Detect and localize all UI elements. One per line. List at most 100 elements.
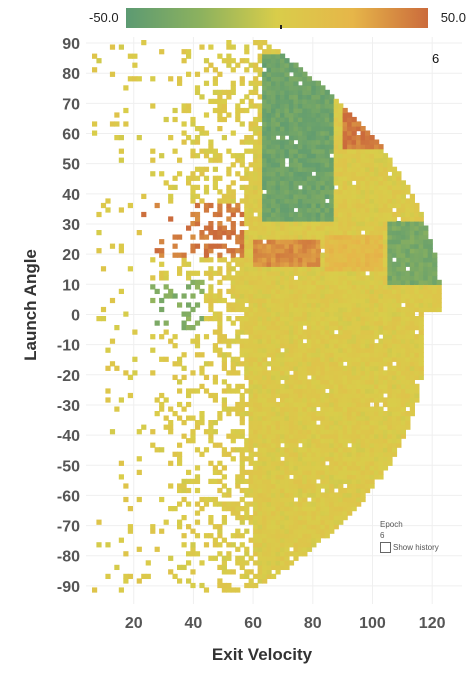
heatmap-cell [324, 266, 330, 272]
heatmap-cell [150, 442, 156, 448]
heatmap-cell [356, 198, 362, 204]
heatmap-cell [230, 180, 236, 186]
heatmap-cell [253, 365, 259, 371]
heatmap-cell [329, 519, 335, 525]
heatmap-cell [418, 225, 424, 231]
heatmap-cell [105, 388, 111, 394]
heatmap-cell [288, 347, 295, 353]
heatmap-cell [333, 135, 339, 141]
heatmap-cell [320, 221, 326, 227]
heatmap-cell [369, 442, 375, 448]
heatmap-cell [297, 401, 304, 408]
heatmap-cell [168, 429, 174, 435]
heatmap-cell [212, 429, 218, 435]
heatmap-cell [427, 275, 433, 281]
heatmap-cell [230, 388, 236, 394]
heatmap-cell [387, 347, 393, 353]
heatmap-cell [329, 202, 335, 209]
heatmap-cell [194, 243, 201, 249]
heatmap-cell [418, 252, 424, 258]
heatmap-cell [342, 338, 348, 344]
heatmap-cell [338, 130, 344, 136]
heatmap-cell [132, 76, 138, 82]
heatmap-cell [365, 320, 371, 326]
show-history-checkbox[interactable] [380, 542, 391, 553]
heatmap-cell [230, 433, 236, 439]
heatmap-cell [284, 555, 290, 561]
heatmap-cell [284, 483, 290, 489]
heatmap-cell [244, 374, 250, 381]
heatmap-cell [177, 157, 183, 163]
heatmap-cell [387, 451, 393, 457]
heatmap-cell [315, 207, 321, 213]
heatmap-cell [275, 478, 281, 485]
heatmap-cell [351, 365, 357, 371]
heatmap-cell [271, 53, 277, 59]
show-history-toggle[interactable]: Show history [380, 542, 439, 553]
heatmap-cell [409, 234, 415, 240]
heatmap-cell [262, 370, 268, 376]
heatmap-cell [360, 465, 366, 471]
heatmap-cell [387, 230, 393, 236]
heatmap-cell [347, 293, 353, 299]
heatmap-cell [288, 221, 295, 227]
heatmap-cell [338, 112, 344, 118]
heatmap-cell [374, 216, 380, 222]
heatmap-cell [378, 189, 384, 195]
heatmap-cell [306, 329, 312, 335]
heatmap-cell [239, 221, 245, 227]
heatmap-cell [302, 112, 308, 118]
y-tick-label: 30 [62, 217, 80, 234]
heatmap-cell [400, 429, 406, 435]
heatmap-cell [374, 424, 380, 430]
heatmap-cell [338, 433, 344, 439]
heatmap-cell [347, 148, 353, 154]
heatmap-cell [329, 447, 335, 453]
heatmap-cell [275, 415, 281, 421]
heatmap-cell [391, 397, 398, 403]
heatmap-cell [302, 148, 308, 154]
heatmap-cell [365, 447, 371, 453]
heatmap-cell [280, 519, 286, 525]
heatmap-cell [266, 198, 272, 204]
heatmap-cell [181, 103, 187, 109]
heatmap-cell [333, 189, 339, 195]
heatmap-cell [275, 456, 281, 462]
heatmap-cell [311, 207, 317, 213]
heatmap-cell [365, 162, 371, 168]
heatmap-cell [159, 334, 165, 340]
heatmap-cell [320, 474, 326, 480]
heatmap-cell [212, 243, 218, 249]
heatmap-cell [360, 297, 366, 304]
heatmap-cell [302, 162, 308, 168]
heatmap-cell [347, 306, 353, 313]
heatmap-cell [320, 211, 326, 218]
heatmap-cell [293, 144, 299, 150]
heatmap-cell [271, 442, 277, 448]
heatmap-cell [306, 361, 312, 367]
heatmap-cell [271, 483, 277, 489]
heatmap-cell [230, 429, 236, 435]
heatmap-cell [266, 221, 272, 227]
heatmap-cell [347, 356, 353, 362]
heatmap-cell [118, 587, 124, 593]
heatmap-cell [288, 311, 295, 317]
heatmap-cell [396, 198, 402, 204]
heatmap-cell [374, 193, 380, 200]
heatmap-cell [275, 352, 281, 358]
heatmap-cell [239, 451, 245, 457]
heatmap-cell [374, 171, 380, 177]
heatmap-cell [280, 175, 286, 181]
heatmap-cell [257, 270, 263, 276]
heatmap-cell [275, 116, 281, 123]
heatmap-cell [338, 211, 344, 218]
heatmap-cell [338, 515, 344, 521]
heatmap-cell [257, 130, 263, 136]
heatmap-cell [302, 71, 308, 77]
heatmap-cell [181, 374, 187, 381]
heatmap-cell [266, 424, 272, 430]
heatmap-cell [378, 166, 384, 172]
heatmap-cell [333, 257, 339, 263]
heatmap-cell [275, 261, 281, 267]
heatmap-cell [280, 478, 286, 485]
